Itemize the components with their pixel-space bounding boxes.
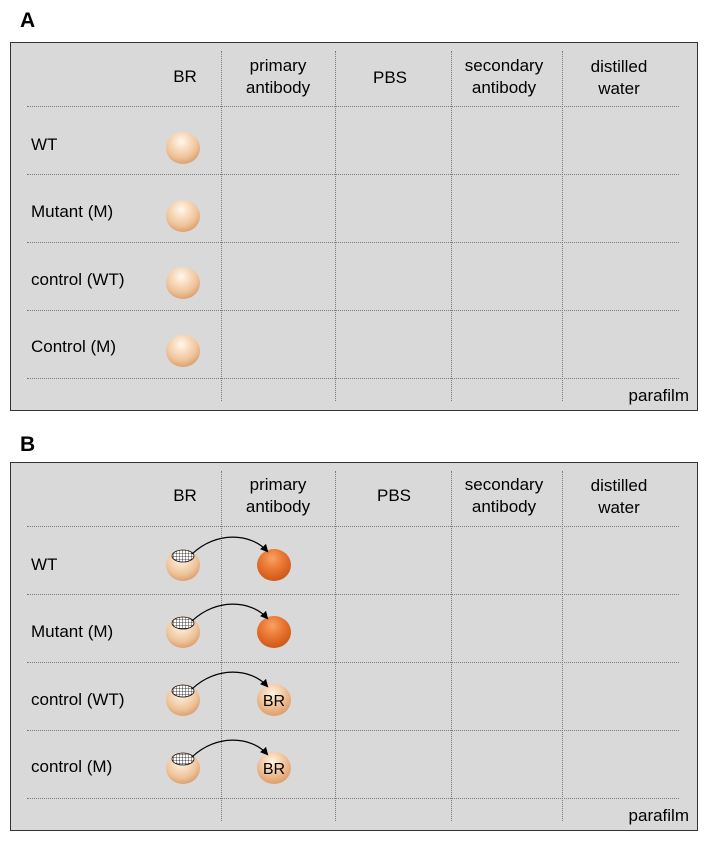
col-header-br: BR <box>173 67 197 86</box>
row-divider <box>27 242 679 243</box>
row-divider <box>27 310 679 311</box>
column-divider <box>221 51 222 401</box>
parafilm-label: parafilm <box>628 386 689 405</box>
panel-a-label: A <box>20 9 36 32</box>
col-header-distilled-water: distilled water <box>590 57 648 98</box>
transfer-arrow <box>191 536 269 555</box>
col-header-secondary-antibody: secondary antibody <box>464 475 544 516</box>
column-divider <box>562 471 563 821</box>
transfer-arrow <box>191 603 269 622</box>
row-divider <box>27 526 679 527</box>
column-divider <box>451 471 452 821</box>
column-divider <box>221 471 222 821</box>
br-drop <box>166 132 200 164</box>
row-label-control-m: control (M) <box>31 757 113 776</box>
panel-b: BR primary antibody PBS secondary antibo… <box>10 462 698 831</box>
col-header-pbs: PBS <box>372 68 408 87</box>
column-divider <box>335 51 336 401</box>
grid-patch-icon <box>171 549 195 563</box>
primary-antibody-drop <box>257 616 291 648</box>
row-label-wt: WT <box>31 135 58 154</box>
panel-a: BR primary antibody PBS secondary antibo… <box>10 42 698 411</box>
col-header-primary-antibody: primary antibody <box>245 56 311 97</box>
col-header-primary-antibody: primary antibody <box>245 475 311 516</box>
column-divider <box>562 51 563 401</box>
column-divider <box>335 471 336 821</box>
col-header-distilled-water: distilled water <box>590 476 648 517</box>
transfer-arrow <box>191 671 269 690</box>
row-divider <box>27 594 679 595</box>
grid-patch-icon <box>171 616 195 630</box>
panel-b-label: B <box>20 433 36 456</box>
row-label-control-m: Control (M) <box>31 337 117 356</box>
control-drop-label: BR <box>262 693 286 710</box>
primary-antibody-drop <box>257 549 291 581</box>
row-label-mutant: Mutant (M) <box>31 622 114 641</box>
row-divider <box>27 662 679 663</box>
br-drop <box>166 335 200 367</box>
col-header-br: BR <box>173 486 197 505</box>
control-drop-label: BR <box>262 761 286 778</box>
grid-patch-icon <box>171 752 195 766</box>
grid-patch-icon <box>171 684 195 698</box>
column-divider <box>451 51 452 401</box>
row-label-control-wt: control (WT) <box>31 690 125 709</box>
parafilm-label: parafilm <box>628 806 689 825</box>
br-drop <box>166 267 200 299</box>
transfer-arrows <box>171 536 269 766</box>
col-header-pbs: PBS <box>376 486 412 505</box>
col-header-secondary-antibody: secondary antibody <box>464 56 544 97</box>
row-label-control-wt: control (WT) <box>31 270 125 289</box>
row-divider <box>27 106 679 107</box>
row-divider <box>27 174 679 175</box>
row-divider <box>27 730 679 731</box>
row-label-wt: WT <box>31 555 58 574</box>
br-drop <box>166 200 200 232</box>
control-br-drop <box>257 684 291 716</box>
row-divider <box>27 378 679 379</box>
transfer-arrow <box>191 739 269 758</box>
control-br-drop <box>257 752 291 784</box>
row-divider <box>27 798 679 799</box>
row-label-mutant: Mutant (M) <box>31 202 114 221</box>
